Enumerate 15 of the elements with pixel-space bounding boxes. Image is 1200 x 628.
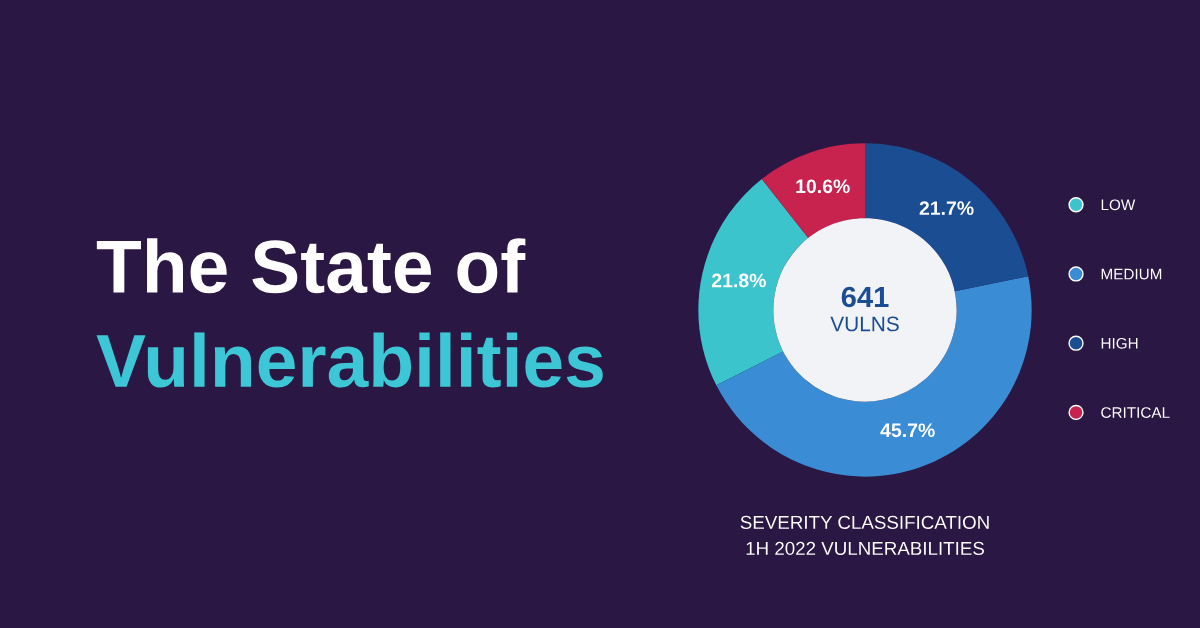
text: SEVERITY CLASSIFICATION (740, 515, 989, 530)
text: Vulnerabilities (96, 332, 603, 388)
legend-label: MEDIUM (1101, 268, 1162, 280)
text: The State of (96, 238, 526, 294)
legend-label: HIGH (1101, 337, 1138, 349)
donut-slice (761, 143, 865, 238)
legend-label: LOW (1101, 199, 1136, 211)
text: VULNS (830, 316, 899, 332)
legend-label: CRITICAL (1101, 407, 1170, 418)
data-label: 21.8% (711, 273, 766, 288)
data-label: 10.6% (796, 179, 850, 194)
data-label: 45.7% (880, 423, 935, 438)
text: 641 (841, 286, 889, 308)
data-label: 21.7% (919, 201, 974, 215)
text: 1H 2022 VULNERABILITIES (746, 541, 984, 556)
